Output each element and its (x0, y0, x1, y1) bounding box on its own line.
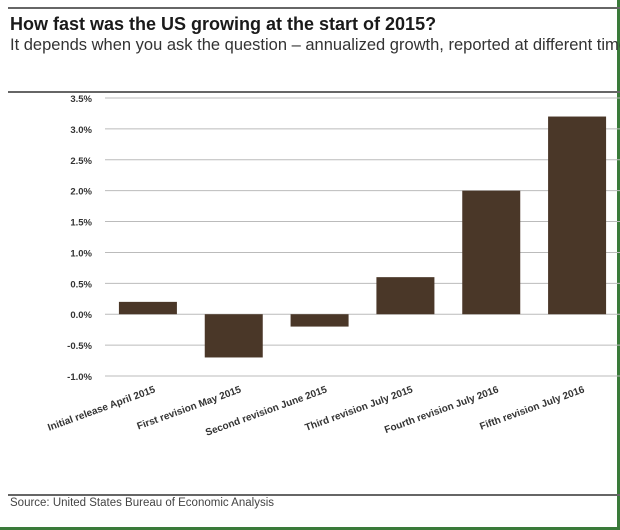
header-rule (8, 91, 620, 93)
y-tick-label: 0.5% (70, 279, 92, 290)
bar (548, 116, 607, 315)
chart-subtitle: It depends when you ask the question – a… (10, 36, 620, 54)
y-tick-label: 1.5% (70, 218, 92, 229)
bar (118, 301, 177, 315)
y-tick-label: 1.0% (70, 248, 92, 259)
chart-source: Source: United States Bureau of Economic… (10, 497, 275, 509)
y-tick-label: 3.0% (70, 125, 92, 136)
source-rule (8, 494, 620, 496)
chart-title: How fast was the US growing at the start… (10, 14, 437, 34)
y-tick-label: 2.0% (70, 187, 92, 198)
top-rule (8, 7, 620, 9)
bar (290, 314, 349, 327)
y-tick-label: -0.5% (67, 341, 92, 352)
bar (462, 190, 521, 315)
y-tick-label: 3.5% (70, 94, 92, 105)
y-tick-label: -1.0% (67, 372, 92, 383)
bar (204, 314, 263, 358)
bar (376, 277, 435, 315)
y-tick-label: 0.0% (70, 310, 92, 321)
y-tick-label: 2.5% (70, 156, 92, 167)
